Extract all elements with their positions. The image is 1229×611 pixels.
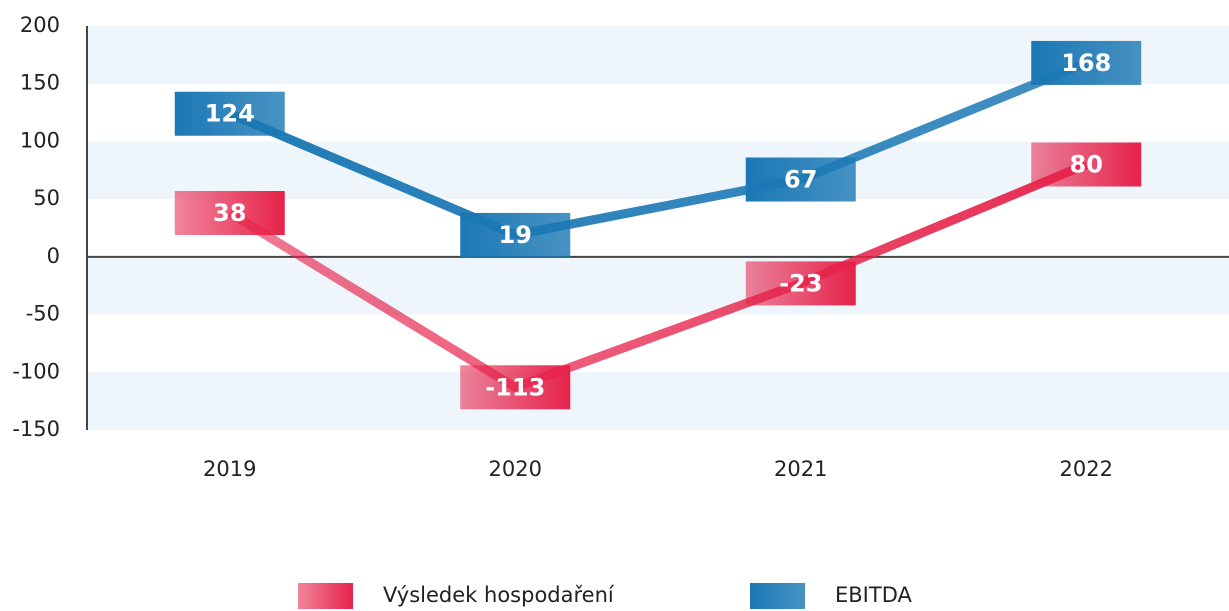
y-tick-label: 150 bbox=[20, 71, 60, 95]
value-label: 80 bbox=[1070, 151, 1103, 179]
value-box bbox=[1031, 40, 1142, 85]
value-label: -113 bbox=[485, 373, 545, 401]
value-box bbox=[460, 212, 571, 257]
value-box bbox=[745, 261, 856, 306]
y-tick-label: 50 bbox=[33, 186, 60, 210]
value-label: 168 bbox=[1061, 49, 1111, 77]
x-tick-label: 2019 bbox=[203, 457, 256, 481]
grid-band bbox=[87, 372, 1229, 430]
y-tick-label: -150 bbox=[12, 417, 60, 441]
value-label: 124 bbox=[205, 100, 255, 128]
value-label: 38 bbox=[213, 199, 246, 227]
line bbox=[227, 160, 1088, 393]
legend-label: EBITDA bbox=[835, 583, 912, 607]
legend-swatch bbox=[298, 583, 353, 609]
value-box bbox=[460, 365, 571, 410]
grid-band bbox=[87, 256, 1229, 315]
value-box bbox=[1031, 142, 1142, 187]
value-label: 19 bbox=[499, 221, 532, 249]
y-tick-label: 200 bbox=[20, 13, 60, 37]
y-tick-label: 100 bbox=[20, 128, 60, 152]
x-tick-label: 2020 bbox=[489, 457, 542, 481]
legend-label: Výsledek hospodaření bbox=[383, 583, 615, 607]
x-tick-label: 2022 bbox=[1060, 457, 1113, 481]
y-tick-label: -50 bbox=[26, 302, 60, 326]
line bbox=[227, 58, 1088, 240]
y-tick-label: 0 bbox=[47, 244, 60, 268]
value-box bbox=[745, 157, 856, 202]
value-box bbox=[174, 190, 285, 235]
x-tick-label: 2021 bbox=[774, 457, 827, 481]
y-tick-label: -100 bbox=[12, 359, 60, 383]
legend-swatch bbox=[750, 583, 805, 609]
value-label: 67 bbox=[784, 166, 817, 194]
value-box bbox=[174, 91, 285, 136]
value-label: -23 bbox=[779, 269, 822, 297]
